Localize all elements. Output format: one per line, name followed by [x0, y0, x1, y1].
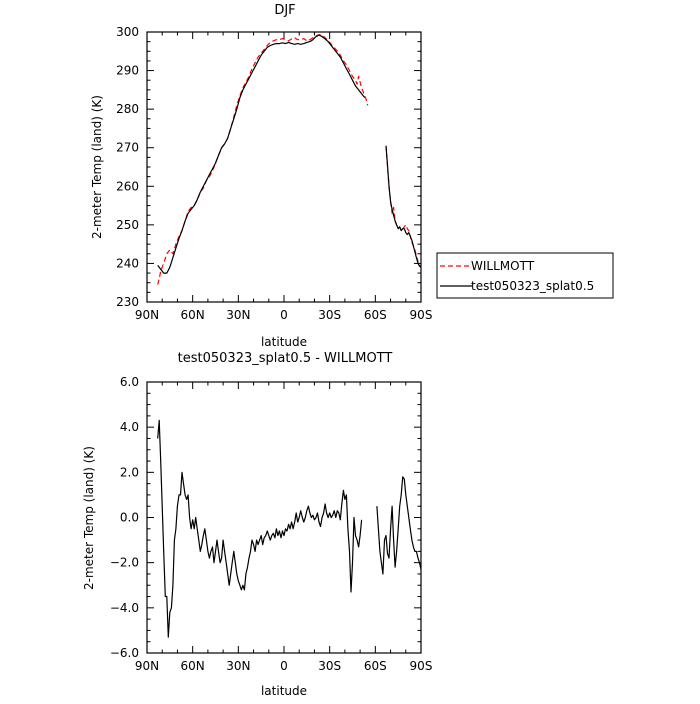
bottom-y-tick-label: 2.0	[120, 465, 139, 479]
bottom-x-tick-label: 90S	[410, 659, 433, 673]
bottom-panel-ticks: −6.0 −4.0 −2.0 0.0 2.0 4.0 6.0 90N 60N 30N 0 30S 60S…	[110, 375, 433, 673]
legend-model-label: test050323_splat0.5	[471, 279, 594, 293]
top-x-tick-label: 90S	[410, 308, 433, 322]
top-x-tick-label: 90N	[135, 308, 159, 322]
bottom-panel-y-axis-label: 2-meter Temp (land) (K)	[82, 446, 96, 590]
top-y-tick-label: 240	[116, 256, 139, 270]
top-x-tick-label: 0	[280, 308, 288, 322]
top-y-tick-label: 280	[116, 102, 139, 116]
top-panel-y-axis-label: 2-meter Temp (land) (K)	[90, 95, 104, 239]
bottom-x-tick-label: 60S	[364, 659, 387, 673]
top-y-tick-label: 250	[116, 218, 139, 232]
bottom-panel-x-axis-label: latitude	[261, 684, 307, 698]
top-y-tick-label: 270	[116, 141, 139, 155]
bottom-series-line-0	[376, 476, 422, 575]
top-series-line-1	[157, 34, 366, 274]
bottom-x-tick-label: 60N	[181, 659, 205, 673]
top-y-tick-label: 300	[116, 25, 139, 39]
legend: WILLMOTT test050323_splat0.5	[436, 252, 614, 299]
bottom-x-tick-label: 90N	[135, 659, 159, 673]
top-y-tick-label: 260	[116, 179, 139, 193]
bottom-x-tick-label: 30S	[318, 659, 341, 673]
top-panel-plot-area	[157, 34, 422, 285]
top-y-tick-label: 290	[116, 64, 139, 78]
legend-box	[436, 252, 614, 299]
bottom-y-tick-label: −4.0	[110, 601, 139, 615]
bottom-panel: test050323_splat0.5 - WILLMOTT −6.0−4.0−…	[82, 351, 432, 698]
top-panel-frame	[146, 31, 422, 303]
bottom-x-tick-label: 30N	[226, 659, 250, 673]
top-x-tick-label: 30N	[226, 308, 250, 322]
top-panel: DJF 230 240 250 260 270 280 290 300 90N 60N 30N 0 30…	[90, 3, 432, 349]
top-series-line-0	[157, 34, 369, 285]
bottom-panel-plot-area	[157, 419, 422, 638]
top-series-line-1	[385, 145, 422, 268]
bottom-y-tick-label: −2.0	[110, 556, 139, 570]
legend-willmott-label: WILLMOTT	[471, 259, 535, 273]
top-panel-ticks: 230 240 250 260 270 280 290 300 90N 60N 30N 0 30S 60S…	[116, 25, 432, 322]
bottom-y-tick-label: 0.0	[120, 511, 139, 525]
bottom-x-tick-label: 0	[280, 659, 288, 673]
top-x-tick-label: 60N	[181, 308, 205, 322]
bottom-y-tick-label: 4.0	[120, 420, 139, 434]
bottom-y-tick-label: −6.0	[110, 646, 139, 660]
top-x-tick-label: 30S	[318, 308, 341, 322]
bottom-y-tick-label: 6.0	[120, 375, 139, 389]
top-panel-x-axis-label: latitude	[261, 335, 307, 349]
top-panel-title: DJF	[274, 3, 295, 18]
top-x-tick-label: 60S	[364, 308, 387, 322]
bottom-panel-frame	[146, 381, 422, 654]
bottom-panel-title: test050323_splat0.5 - WILLMOTT	[178, 351, 393, 366]
bottom-series-line-0	[157, 419, 363, 638]
top-y-tick-label: 230	[116, 295, 139, 309]
